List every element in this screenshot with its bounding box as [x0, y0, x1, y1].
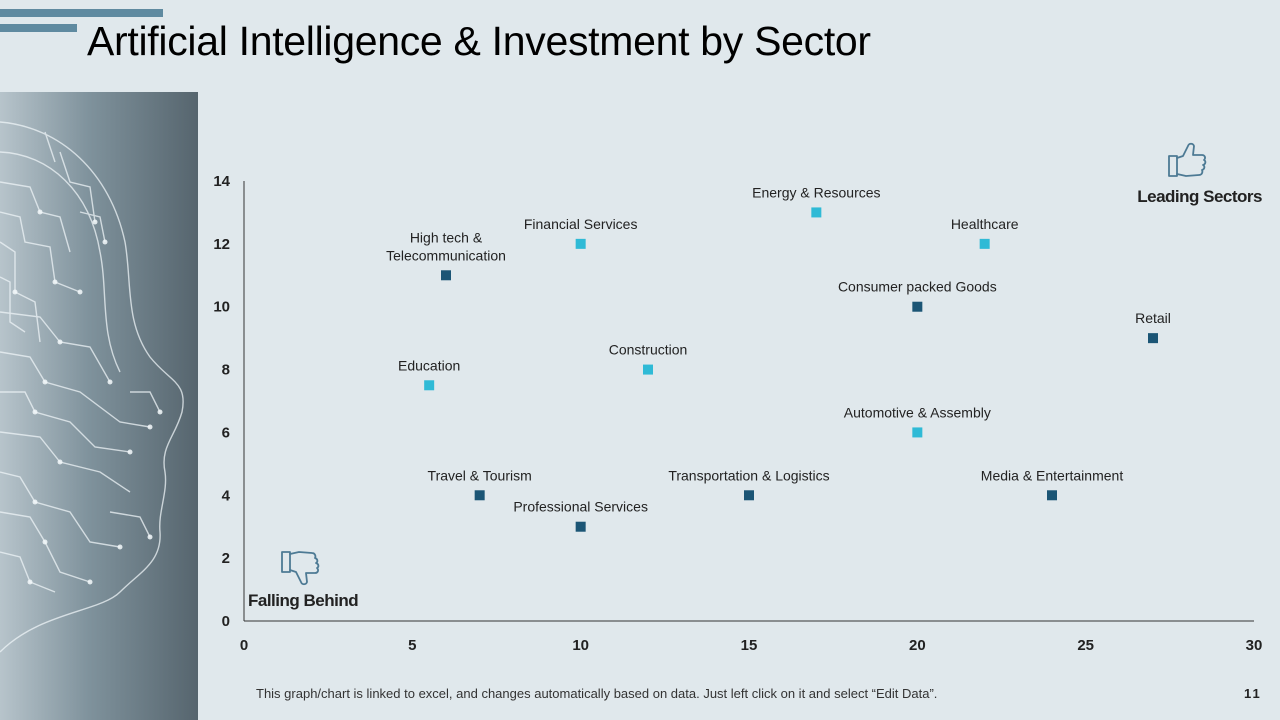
- point-label: Media & Entertainment: [981, 467, 1124, 483]
- page-number: 11: [1244, 686, 1262, 701]
- leading-sectors-label: Leading Sectors: [1137, 187, 1262, 206]
- x-tick-label: 25: [1077, 637, 1094, 654]
- point-marker[interactable]: [1148, 333, 1158, 344]
- chart-axes: [243, 181, 1254, 622]
- x-tick-label: 20: [909, 637, 926, 654]
- x-tick-label: 5: [408, 637, 416, 654]
- point-label: Construction: [609, 342, 688, 358]
- point-marker[interactable]: [424, 380, 435, 391]
- point-marker[interactable]: [912, 427, 923, 438]
- point-label: Travel & Tourism: [428, 467, 532, 483]
- data-point[interactable]: High tech & Telecommunication: [386, 229, 506, 281]
- point-label: Transportation & Logistics: [668, 467, 829, 483]
- slide-title: Artificial Intelligence & Investment by …: [87, 18, 871, 64]
- y-tick-label: 4: [222, 487, 231, 504]
- data-point[interactable]: Automotive & Assembly: [844, 404, 991, 438]
- y-tick-label: 14: [213, 173, 230, 190]
- point-marker[interactable]: [643, 364, 653, 375]
- point-marker[interactable]: [979, 238, 990, 249]
- y-tick-label: 10: [213, 299, 230, 316]
- footnote: This graph/chart is linked to excel, and…: [256, 686, 938, 701]
- point-marker[interactable]: [1047, 490, 1057, 501]
- data-point[interactable]: Media & Entertainment: [981, 467, 1124, 501]
- point-label: High tech &: [410, 229, 483, 245]
- data-point[interactable]: Professional Services: [513, 499, 648, 532]
- y-tick-label: 2: [222, 550, 230, 567]
- tick-labels: 0 5 10 15 20 25 30 0 2 4 6 8 10 12 14: [213, 173, 1262, 654]
- accent-bar-top: [0, 9, 163, 17]
- point-marker[interactable]: [912, 301, 923, 312]
- point-label: Energy & Resources: [752, 184, 880, 200]
- data-point[interactable]: Construction: [609, 342, 688, 375]
- y-tick-label: 12: [213, 236, 230, 253]
- point-marker[interactable]: [441, 270, 451, 281]
- x-tick-label: 10: [572, 637, 589, 654]
- point-label: Professional Services: [513, 499, 648, 515]
- x-tick-label: 0: [240, 637, 248, 654]
- data-point[interactable]: Travel & Tourism: [428, 467, 532, 501]
- data-point[interactable]: Healthcare: [951, 216, 1019, 249]
- point-label: Automotive & Assembly: [844, 404, 991, 420]
- point-marker[interactable]: [575, 521, 586, 532]
- accent-bar-bottom: [0, 24, 77, 32]
- scatter-chart: 0 5 10 15 20 25 30 0 2 4 6 8 10 12 14 High tech & Telec…: [213, 142, 1263, 654]
- point-marker[interactable]: [474, 490, 485, 501]
- point-label: Education: [398, 357, 460, 373]
- point-label: Healthcare: [951, 216, 1019, 232]
- data-point[interactable]: Retail: [1135, 310, 1171, 344]
- data-point[interactable]: Financial Services: [524, 216, 638, 249]
- point-label: Retail: [1135, 310, 1171, 326]
- data-point[interactable]: Education: [398, 357, 460, 391]
- point-label: Telecommunication: [386, 247, 506, 263]
- falling-behind-label: Falling Behind: [248, 591, 358, 610]
- data-point[interactable]: Energy & Resources: [752, 184, 881, 218]
- circuit-head-illustration: [0, 121, 184, 653]
- x-tick-label: 15: [741, 637, 758, 654]
- x-tick-label: 30: [1246, 637, 1263, 654]
- y-tick-label: 8: [222, 362, 230, 379]
- y-tick-label: 6: [222, 424, 230, 441]
- y-tick-label: 0: [222, 613, 230, 630]
- point-marker[interactable]: [575, 238, 586, 249]
- ai-head-image: [0, 92, 198, 720]
- point-label: Consumer packed Goods: [838, 279, 997, 295]
- data-points: High tech & Telecommunication Financial Se…: [386, 184, 1171, 532]
- point-marker[interactable]: [811, 207, 822, 218]
- data-point[interactable]: Consumer packed Goods: [838, 279, 997, 312]
- thumbs-up-icon: [1168, 142, 1207, 177]
- thumbs-down-icon: [281, 551, 320, 586]
- point-marker[interactable]: [744, 490, 754, 501]
- point-label: Financial Services: [524, 216, 638, 232]
- data-point[interactable]: Transportation & Logistics: [668, 467, 830, 501]
